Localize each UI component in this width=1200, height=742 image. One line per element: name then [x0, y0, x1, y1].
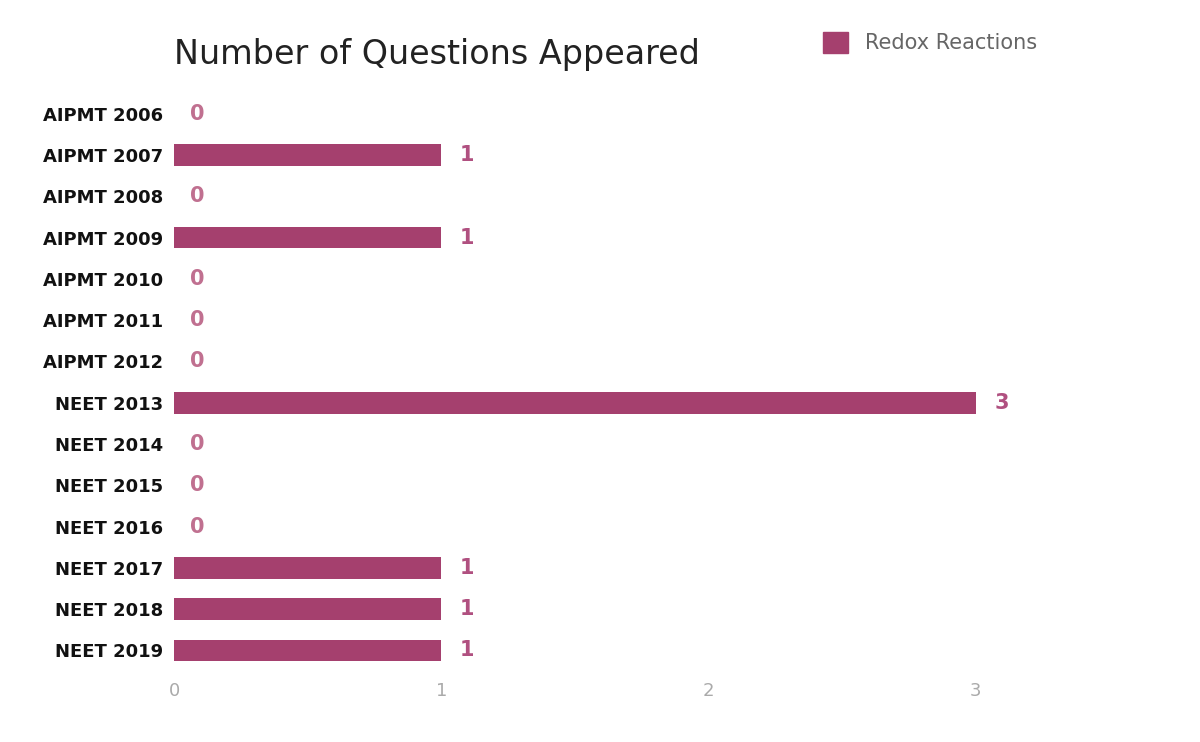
Bar	[174, 392, 976, 413]
Bar	[174, 145, 442, 165]
Text: Number of Questions Appeared: Number of Questions Appeared	[174, 38, 700, 71]
Bar	[174, 640, 442, 661]
Text: 1: 1	[460, 145, 474, 165]
Text: 1: 1	[460, 600, 474, 619]
Text: 0: 0	[190, 476, 204, 496]
Text: 0: 0	[190, 186, 204, 206]
Text: 0: 0	[190, 434, 204, 454]
Bar	[174, 557, 442, 579]
Text: 1: 1	[460, 640, 474, 660]
Text: 0: 0	[190, 516, 204, 536]
Text: 0: 0	[190, 269, 204, 289]
Text: 1: 1	[460, 228, 474, 248]
Text: 3: 3	[995, 393, 1009, 413]
Bar	[174, 227, 442, 249]
Text: 1: 1	[460, 558, 474, 578]
Text: 0: 0	[190, 310, 204, 330]
Bar	[174, 599, 442, 620]
Text: 0: 0	[190, 352, 204, 372]
Text: 0: 0	[190, 104, 204, 124]
Legend: Redox Reactions: Redox Reactions	[815, 23, 1045, 62]
